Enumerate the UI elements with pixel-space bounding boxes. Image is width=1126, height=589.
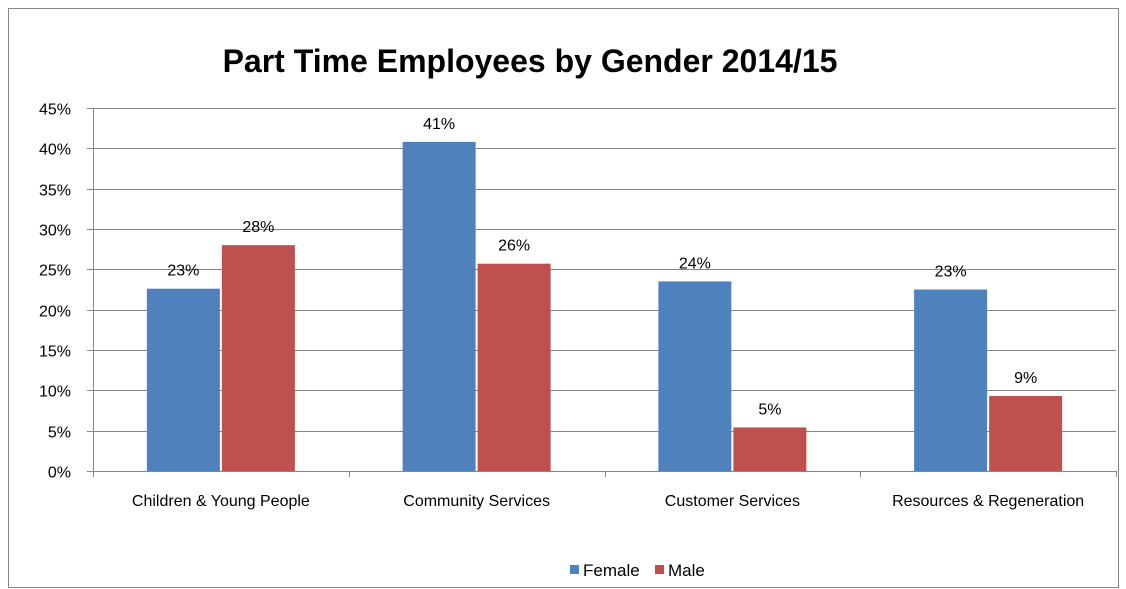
data-label: 24% <box>679 255 711 272</box>
legend-label: Male <box>668 561 705 580</box>
bar-male <box>221 245 295 471</box>
bar-male <box>733 427 807 471</box>
y-tick-label: 35% <box>39 183 71 200</box>
y-tick-label: 5% <box>48 425 71 442</box>
legend-label: Female <box>583 561 640 580</box>
y-tick-label: 10% <box>39 384 71 401</box>
y-tick-label: 45% <box>39 102 71 119</box>
y-tick-label: 0% <box>48 465 71 482</box>
bars <box>146 141 1063 471</box>
bar-female <box>402 141 476 471</box>
bar-male <box>989 395 1063 471</box>
data-labels: 23% 28% 41% 26% 24% 5% 23% 9% <box>167 116 1037 419</box>
data-label: 23% <box>935 264 967 281</box>
y-tick-label: 40% <box>39 142 71 159</box>
x-tick-label: Community Services <box>403 493 550 510</box>
x-axis-tick-labels: Children & Young People Community Service… <box>132 493 1084 510</box>
bar-female <box>146 288 220 471</box>
bar-female <box>658 281 732 471</box>
data-label: 5% <box>758 401 781 418</box>
y-tick-label: 15% <box>39 344 71 361</box>
legend-swatch-female <box>570 565 579 574</box>
y-tick-label: 20% <box>39 304 71 321</box>
y-axis-tick-labels: 0% 5% 10% 15% 20% 25% 30% 35% 40% 45% <box>39 102 71 482</box>
bar-female <box>914 289 988 471</box>
chart-title: Part Time Employees by Gender 2014/15 <box>223 43 838 79</box>
data-label: 9% <box>1014 370 1037 387</box>
y-tick-label: 30% <box>39 223 71 240</box>
bar-male <box>477 263 551 471</box>
x-tick-label: Customer Services <box>665 493 800 510</box>
data-label: 28% <box>242 219 274 236</box>
legend: Female Male <box>570 561 705 580</box>
y-tick-label: 25% <box>39 263 71 280</box>
x-tick-label: Resources & Regeneration <box>892 493 1084 510</box>
data-label: 23% <box>167 263 199 280</box>
data-label: 41% <box>423 116 455 133</box>
x-tick-label: Children & Young People <box>132 493 310 510</box>
legend-swatch-male <box>655 565 664 574</box>
data-label: 26% <box>498 238 530 255</box>
